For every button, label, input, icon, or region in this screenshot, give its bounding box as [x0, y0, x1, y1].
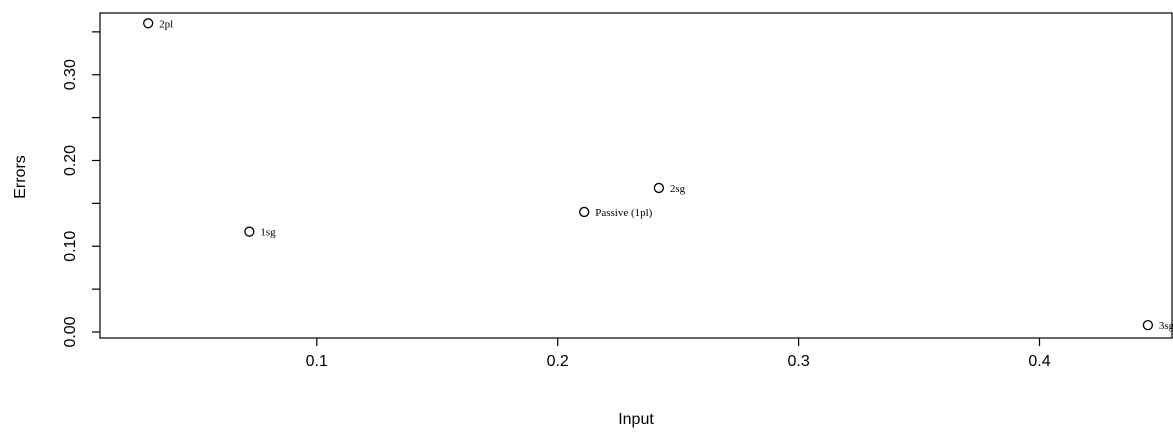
- x-tick-label: 0.2: [547, 353, 569, 370]
- y-axis-title: Errors: [12, 155, 29, 199]
- x-axis-title: Input: [618, 411, 654, 428]
- x-tick-label: 0.1: [306, 353, 328, 370]
- plot-frame: [99, 12, 1173, 339]
- data-point-label: Passive (1pl): [595, 207, 652, 219]
- data-point: [579, 206, 590, 218]
- data-point-label: 1sg: [260, 227, 276, 239]
- y-tick-label: 0.00: [62, 316, 79, 347]
- data-points: 2pl 1sg Passive (1pl) 2sg 3sg: [143, 18, 1173, 332]
- data-point: [244, 226, 255, 237]
- data-point: [653, 182, 665, 194]
- y-tick-label: 0.20: [62, 145, 79, 176]
- x-tick-label: 0.4: [1028, 353, 1050, 370]
- y-tick-label: 0.30: [62, 59, 79, 90]
- data-point: [143, 18, 154, 29]
- x-tick-label: 0.3: [787, 353, 809, 370]
- y-tick-label: 0.10: [62, 231, 79, 262]
- data-point-label: 2pl: [159, 18, 173, 30]
- data-point-label: 2sg: [670, 183, 686, 195]
- data-point-label: 3sg: [1159, 320, 1173, 332]
- data-point: [1142, 319, 1154, 331]
- axes: 0.1 0.2 0.3 0.4 0.00 0.10 0.20 0.30: [62, 12, 1173, 370]
